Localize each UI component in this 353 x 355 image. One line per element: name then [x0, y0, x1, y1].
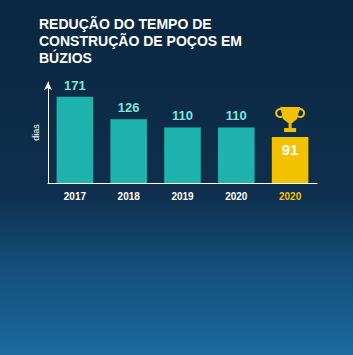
svg-text:171: 171 — [64, 78, 86, 93]
svg-text:BÚZIOS: BÚZIOS — [39, 49, 92, 66]
svg-text:CONSTRUÇÃO DE POÇOS EM: CONSTRUÇÃO DE POÇOS EM — [39, 32, 246, 49]
svg-text:110: 110 — [226, 108, 247, 123]
svg-text:2020: 2020 — [279, 191, 302, 202]
svg-text:2019: 2019 — [171, 191, 194, 202]
svg-text:REDUÇÃO DO TEMPO DE: REDUÇÃO DO TEMPO DE — [39, 15, 216, 32]
svg-text:110: 110 — [172, 108, 193, 123]
svg-text:2018: 2018 — [118, 191, 141, 202]
svg-text:dias: dias — [31, 124, 41, 141]
svg-text:2017: 2017 — [64, 191, 87, 202]
svg-text:2020: 2020 — [225, 191, 248, 202]
svg-text:126: 126 — [118, 100, 140, 115]
svg-text:91: 91 — [282, 141, 299, 158]
